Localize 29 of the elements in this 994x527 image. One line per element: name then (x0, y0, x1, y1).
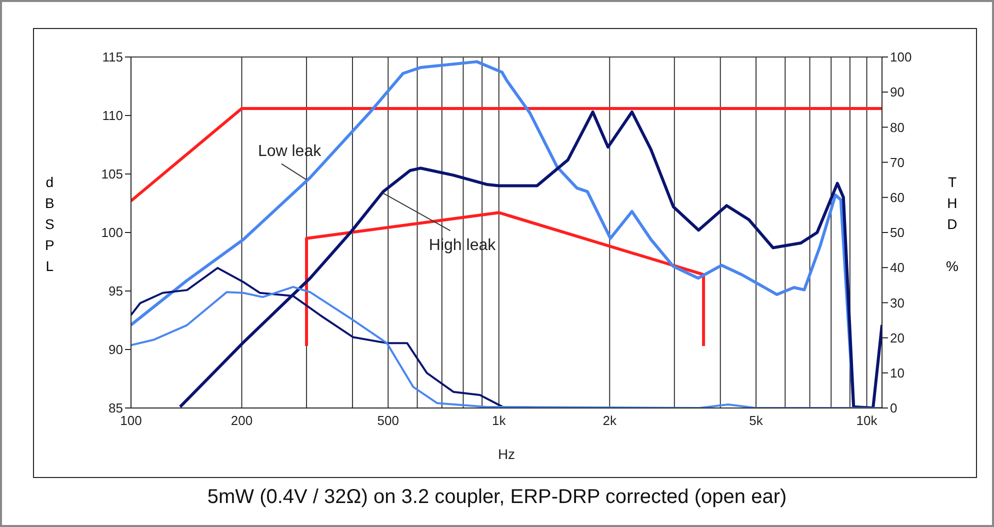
y-tick-label: 90 (108, 342, 123, 358)
x-tick-label: 1k (492, 413, 506, 428)
y2-tick-label: 30 (890, 295, 904, 310)
y-tick-label: 115 (102, 50, 123, 65)
y-tick-label: 95 (108, 284, 123, 299)
y-tick-label: 85 (108, 400, 123, 416)
y2-tick-label: 40 (890, 260, 904, 276)
x-tick-label: 100 (120, 413, 142, 428)
y2-tick-label: 50 (890, 225, 904, 240)
y2-tick-label: 100 (890, 50, 912, 65)
y2-tick-label: 10 (890, 366, 904, 381)
y2-tick-label: 70 (890, 154, 904, 170)
x-axis-title: Hz (498, 446, 516, 462)
y2-tick-label: 20 (890, 330, 904, 346)
y-tick-label: 110 (102, 108, 123, 124)
x-tick-label: 5k (749, 413, 764, 428)
y-tick-label: 100 (101, 225, 123, 240)
y-axis-title: dBSPL (45, 173, 54, 276)
x-tick-label: 10k (856, 413, 878, 428)
y2-tick-label: 60 (890, 190, 904, 206)
x-tick-label: 500 (377, 413, 399, 428)
y-tick-label: 105 (101, 166, 123, 182)
y2-tick-label: 0 (890, 400, 898, 416)
y2-tick-label: 80 (890, 120, 904, 135)
text: THD % (946, 174, 958, 274)
y2-tick-label: 90 (890, 84, 904, 100)
x-tick-label: 200 (230, 413, 253, 428)
text: 5mW (0.4V / 32Ω) on 3.2 coupler, ERP-DRP corrected (open ear) (206, 486, 788, 509)
x-tick-label: 2k (602, 413, 617, 428)
